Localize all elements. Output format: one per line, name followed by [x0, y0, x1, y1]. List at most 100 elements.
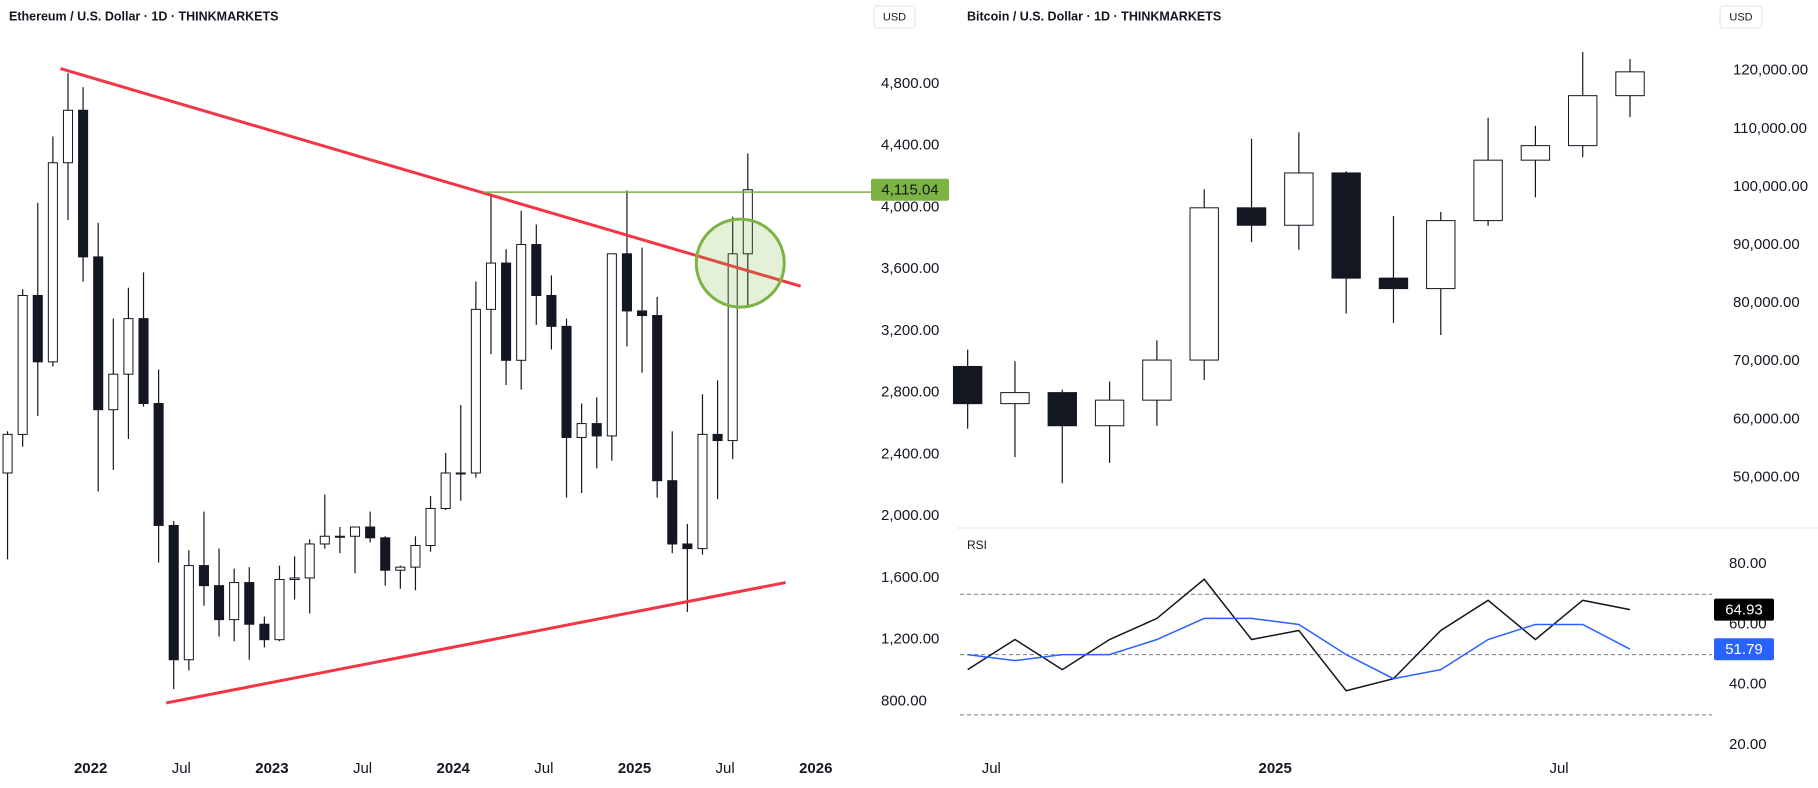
candle-body	[123, 318, 134, 375]
candle-body	[410, 545, 421, 568]
x-tick-label: Jul	[716, 760, 735, 777]
y-tick-label: 20.00	[1729, 736, 1767, 753]
candle-body	[531, 244, 542, 296]
candle-body	[470, 308, 481, 474]
candle-body	[365, 526, 376, 539]
candle-body	[1236, 207, 1267, 226]
candle-body	[198, 565, 209, 587]
y-tick-label: 3,600.00	[881, 260, 939, 277]
y-tick-label: 110,000.00	[1733, 120, 1807, 137]
x-tick-label: 2025	[618, 760, 651, 777]
candle-body	[591, 423, 602, 437]
candle-body	[1142, 359, 1172, 401]
candle-body	[455, 472, 466, 475]
candle-body	[17, 294, 28, 435]
x-tick-label: Jul	[353, 760, 372, 777]
candle-body	[561, 325, 572, 438]
y-tick-label: 2,800.00	[881, 384, 939, 401]
candle-body	[1189, 207, 1219, 361]
candle-body	[1331, 172, 1361, 279]
candle-body	[229, 582, 240, 621]
candle-body	[214, 585, 225, 621]
candle-body	[274, 578, 285, 641]
candle-body	[380, 537, 391, 571]
x-tick-label: Jul	[534, 760, 553, 777]
x-tick-label: 2025	[1259, 760, 1292, 777]
candle-body	[289, 577, 300, 580]
candle-body	[47, 162, 58, 363]
candle-body	[652, 315, 663, 482]
candle-body	[1094, 399, 1125, 427]
x-tick-label: Jul	[982, 760, 1001, 777]
y-tick-label: 50,000.00	[1733, 468, 1800, 485]
y-tick-label: 120,000.00	[1733, 62, 1808, 79]
candle-body	[727, 253, 738, 442]
currency-box[interactable]	[873, 5, 916, 29]
candle-body	[334, 535, 345, 538]
candle-body	[32, 294, 43, 363]
candle-body	[546, 294, 557, 327]
x-tick-label: 2026	[799, 760, 832, 777]
candle-body	[952, 365, 983, 405]
candle-body	[1426, 220, 1456, 290]
candle-body	[621, 253, 632, 312]
currency[interactable]: USD	[883, 11, 906, 23]
y-tick-label: 1,200.00	[881, 631, 939, 648]
candle-body	[576, 423, 587, 438]
y-tick-label: 70,000.00	[1733, 352, 1800, 369]
candle-body	[1284, 172, 1314, 226]
y-tick-label: 2,000.00	[881, 507, 939, 524]
last-value-label: 64.93	[1725, 602, 1763, 619]
x-tick-label: Jul	[172, 760, 191, 777]
candle-body	[1378, 277, 1409, 290]
candle-body	[93, 256, 104, 411]
candle-body	[1000, 392, 1030, 405]
x-tick-label: Jul	[1549, 760, 1568, 777]
y-tick-label: 3,200.00	[881, 322, 939, 339]
candle-body	[425, 507, 436, 547]
candle-body	[168, 524, 179, 661]
candle-body	[108, 373, 119, 411]
candle-body	[516, 244, 527, 361]
candle-body	[395, 566, 406, 571]
candle-body	[153, 403, 164, 526]
candle-body	[62, 109, 74, 164]
candle-body	[1520, 145, 1551, 161]
candle-body	[501, 262, 512, 361]
candle-body	[682, 543, 693, 550]
y-tick-label: 1,600.00	[881, 569, 939, 586]
x-tick-label: 2023	[255, 760, 288, 777]
candle-body	[637, 310, 648, 317]
candle-body	[244, 582, 255, 625]
price-tag	[871, 178, 949, 201]
last-value-badge	[1714, 598, 1774, 621]
chart-title: Bitcoin / U.S. Dollar · 1D · THINKMARKET…	[967, 9, 1221, 23]
candle-body	[78, 109, 89, 258]
candle-body	[485, 262, 497, 310]
candle-body	[349, 526, 361, 537]
candle-body	[697, 433, 708, 550]
candle-body	[606, 253, 617, 437]
candle-body	[1568, 95, 1598, 147]
trendline	[60, 67, 802, 288]
candle-body	[259, 623, 270, 641]
currency[interactable]: USD	[1729, 11, 1752, 23]
highlight-circle	[694, 217, 786, 309]
x-tick-label: 2024	[437, 760, 471, 777]
rsi-line	[967, 617, 1631, 680]
price-tag-label: 4,115.04	[881, 182, 938, 199]
rsi-line	[967, 578, 1631, 692]
y-tick-label: 800.00	[881, 692, 927, 709]
y-tick-label: 60,000.00	[1733, 410, 1800, 427]
y-tick-label: 40.00	[1729, 676, 1767, 693]
candle-body	[667, 480, 678, 545]
currency-box[interactable]	[1719, 5, 1763, 29]
candle-body	[1473, 159, 1503, 222]
y-tick-label: 100,000.00	[1733, 178, 1808, 195]
chart-title: Ethereum / U.S. Dollar · 1D · THINKMARKE…	[9, 9, 278, 23]
candle-body	[1047, 392, 1077, 427]
candle-body	[304, 543, 315, 579]
y-tick-label: 80.00	[1729, 555, 1767, 572]
